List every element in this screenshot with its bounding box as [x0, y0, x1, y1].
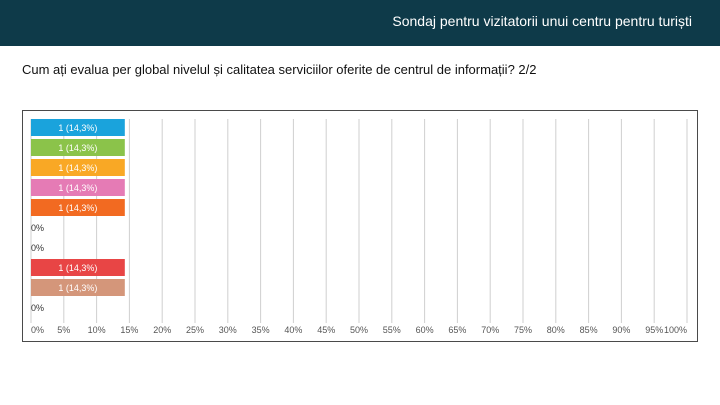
bar [31, 279, 125, 296]
x-tick-label: 30% [219, 325, 237, 335]
x-tick-label: 5% [57, 325, 70, 335]
question-text: Cum ați evalua per global nivelul și cal… [22, 62, 537, 77]
bar [31, 259, 125, 276]
bar [31, 119, 125, 136]
x-tick-label: 65% [448, 325, 466, 335]
x-tick-label: 75% [514, 325, 532, 335]
x-tick-label: 70% [481, 325, 499, 335]
bar-data-label: 1 (14,3%) [58, 163, 97, 173]
chart-frame: 0% 5% 10% 15% 20% 25% 30% 35% 40% 45% 50% 55% 60% 65%… [22, 110, 698, 342]
x-tick-label: 20% [153, 325, 171, 335]
x-tick-label: 40% [284, 325, 302, 335]
bar [31, 139, 125, 156]
x-tick-label: 100% [664, 325, 687, 335]
header-bar: Sondaj pentru vizitatorii unui centru pe… [0, 0, 720, 46]
bar [31, 199, 125, 216]
bar-data-label: 1 (14,3%) [58, 143, 97, 153]
x-tick-label: 0% [31, 325, 44, 335]
x-tick-label: 35% [252, 325, 270, 335]
x-tick-label: 90% [612, 325, 630, 335]
x-tick-label: 15% [120, 325, 138, 335]
x-tick-label: 10% [88, 325, 106, 335]
bar [31, 159, 125, 176]
bar-chart: 0% 5% 10% 15% 20% 25% 30% 35% 40% 45% 50% 55% 60% 65%… [30, 119, 688, 335]
bar-data-label: 1 (14,3%) [58, 123, 97, 133]
bar-data-label: 1 (14,3%) [58, 183, 97, 193]
bar-data-label: 1 (14,3%) [58, 203, 97, 213]
x-tick-label: 60% [416, 325, 434, 335]
x-tick-label: 55% [383, 325, 401, 335]
bar-data-label: 0% [31, 303, 44, 313]
bar-data-label: 1 (14,3%) [58, 263, 97, 273]
bar-data-label: 0% [31, 243, 44, 253]
header-title: Sondaj pentru vizitatorii unui centru pe… [392, 13, 692, 29]
x-tick-label: 95% [645, 325, 663, 335]
x-tick-label: 25% [186, 325, 204, 335]
bar-data-label: 0% [31, 223, 44, 233]
x-tick-label: 45% [317, 325, 335, 335]
x-tick-label: 80% [547, 325, 565, 335]
bar [31, 179, 125, 196]
x-tick-label: 50% [350, 325, 368, 335]
bar-data-label: 1 (14,3%) [58, 283, 97, 293]
x-tick-label: 85% [580, 325, 598, 335]
